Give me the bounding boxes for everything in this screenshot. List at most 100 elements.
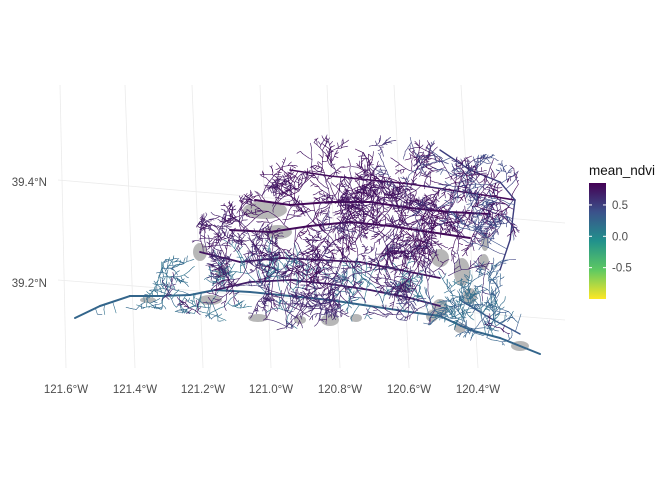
river-segment bbox=[191, 259, 195, 261]
river-segment bbox=[324, 303, 330, 307]
river-segment bbox=[366, 308, 368, 311]
river-segment bbox=[390, 279, 395, 281]
river-segment bbox=[312, 313, 316, 316]
river-segment bbox=[189, 268, 192, 272]
river-segment bbox=[453, 295, 457, 297]
river-segment bbox=[302, 308, 306, 313]
river-segment bbox=[512, 310, 514, 313]
river-segment bbox=[260, 228, 264, 230]
river-segment bbox=[173, 286, 176, 291]
river-segment bbox=[339, 294, 341, 300]
river-segment bbox=[287, 310, 292, 317]
river-segment bbox=[338, 302, 341, 305]
graticule-meridian bbox=[393, 84, 410, 369]
river-segment bbox=[162, 275, 164, 279]
river-segment bbox=[499, 239, 511, 271]
river-segment bbox=[219, 215, 223, 218]
river-segment bbox=[217, 228, 220, 232]
river-segment bbox=[499, 337, 541, 355]
river-segment bbox=[419, 270, 422, 272]
river-segment bbox=[423, 269, 426, 273]
river-segment bbox=[455, 314, 458, 317]
river-segment bbox=[369, 201, 411, 209]
river-segment bbox=[163, 259, 166, 264]
river-segment bbox=[183, 280, 186, 283]
river-segment bbox=[450, 301, 452, 305]
river-segment bbox=[167, 286, 176, 291]
river-segment bbox=[453, 289, 456, 291]
river-segment bbox=[139, 303, 143, 306]
river-segment bbox=[351, 292, 354, 296]
river-segment bbox=[176, 273, 178, 276]
river-segment bbox=[451, 284, 455, 287]
river-segment bbox=[241, 301, 243, 303]
river-segment bbox=[187, 285, 189, 287]
river-segment bbox=[348, 261, 350, 264]
river-segment bbox=[202, 302, 205, 306]
river-segment bbox=[169, 267, 173, 270]
river-segment bbox=[288, 306, 290, 309]
river-network bbox=[74, 134, 541, 355]
river-segment bbox=[443, 292, 446, 294]
river-segment bbox=[174, 264, 178, 266]
river-segment bbox=[171, 298, 174, 303]
river-segment bbox=[449, 286, 453, 290]
river-segment bbox=[418, 305, 425, 309]
river-segment bbox=[165, 267, 168, 272]
river-segment bbox=[502, 306, 505, 309]
river-segment bbox=[161, 292, 166, 294]
river-segment bbox=[341, 273, 344, 276]
water-body bbox=[264, 225, 292, 239]
river-segment bbox=[447, 315, 449, 317]
river-segment bbox=[262, 270, 265, 277]
river-segment bbox=[339, 274, 343, 277]
river-segment bbox=[182, 291, 191, 296]
river-segment bbox=[253, 309, 255, 312]
river-segment bbox=[237, 251, 240, 257]
river-segment bbox=[161, 284, 163, 288]
river-segment bbox=[385, 315, 388, 319]
river-segment bbox=[154, 284, 158, 288]
river-segment bbox=[176, 264, 181, 267]
river-segment bbox=[200, 306, 206, 308]
river-segment bbox=[217, 218, 220, 221]
river-segment bbox=[348, 280, 352, 284]
river-segment bbox=[141, 302, 145, 305]
river-segment bbox=[255, 305, 257, 309]
river-segment bbox=[284, 286, 288, 294]
river-segment bbox=[236, 303, 240, 306]
river-segment bbox=[335, 244, 338, 246]
river-segment bbox=[445, 272, 447, 276]
river-segment bbox=[165, 259, 168, 261]
river-segment bbox=[244, 303, 247, 306]
river-segment bbox=[190, 302, 193, 305]
river-segment bbox=[193, 301, 196, 305]
river-segment bbox=[177, 278, 180, 280]
river-segment bbox=[479, 290, 483, 292]
river-segment bbox=[375, 254, 377, 260]
river-segment bbox=[449, 211, 491, 215]
river-segment bbox=[176, 309, 180, 312]
river-segment bbox=[229, 304, 233, 307]
river-segment bbox=[243, 253, 246, 255]
river-segment bbox=[141, 307, 143, 310]
river-segment bbox=[460, 307, 462, 310]
river-segment bbox=[260, 225, 263, 229]
river-segment bbox=[373, 312, 378, 315]
river-segment bbox=[174, 265, 176, 268]
river-segment bbox=[200, 301, 203, 304]
river-segment bbox=[174, 273, 176, 276]
river-segment bbox=[373, 261, 377, 263]
river-segment bbox=[235, 305, 238, 307]
river-segment bbox=[220, 231, 223, 236]
river-segment bbox=[389, 288, 392, 291]
river-segment bbox=[182, 279, 184, 282]
river-segment bbox=[278, 278, 282, 280]
river-segment bbox=[190, 267, 193, 270]
river-segment bbox=[185, 275, 188, 278]
river-segment bbox=[186, 270, 190, 274]
river-segment bbox=[250, 268, 253, 271]
river-segment bbox=[142, 307, 144, 309]
river-segment bbox=[268, 253, 272, 256]
river-segment bbox=[204, 278, 206, 280]
